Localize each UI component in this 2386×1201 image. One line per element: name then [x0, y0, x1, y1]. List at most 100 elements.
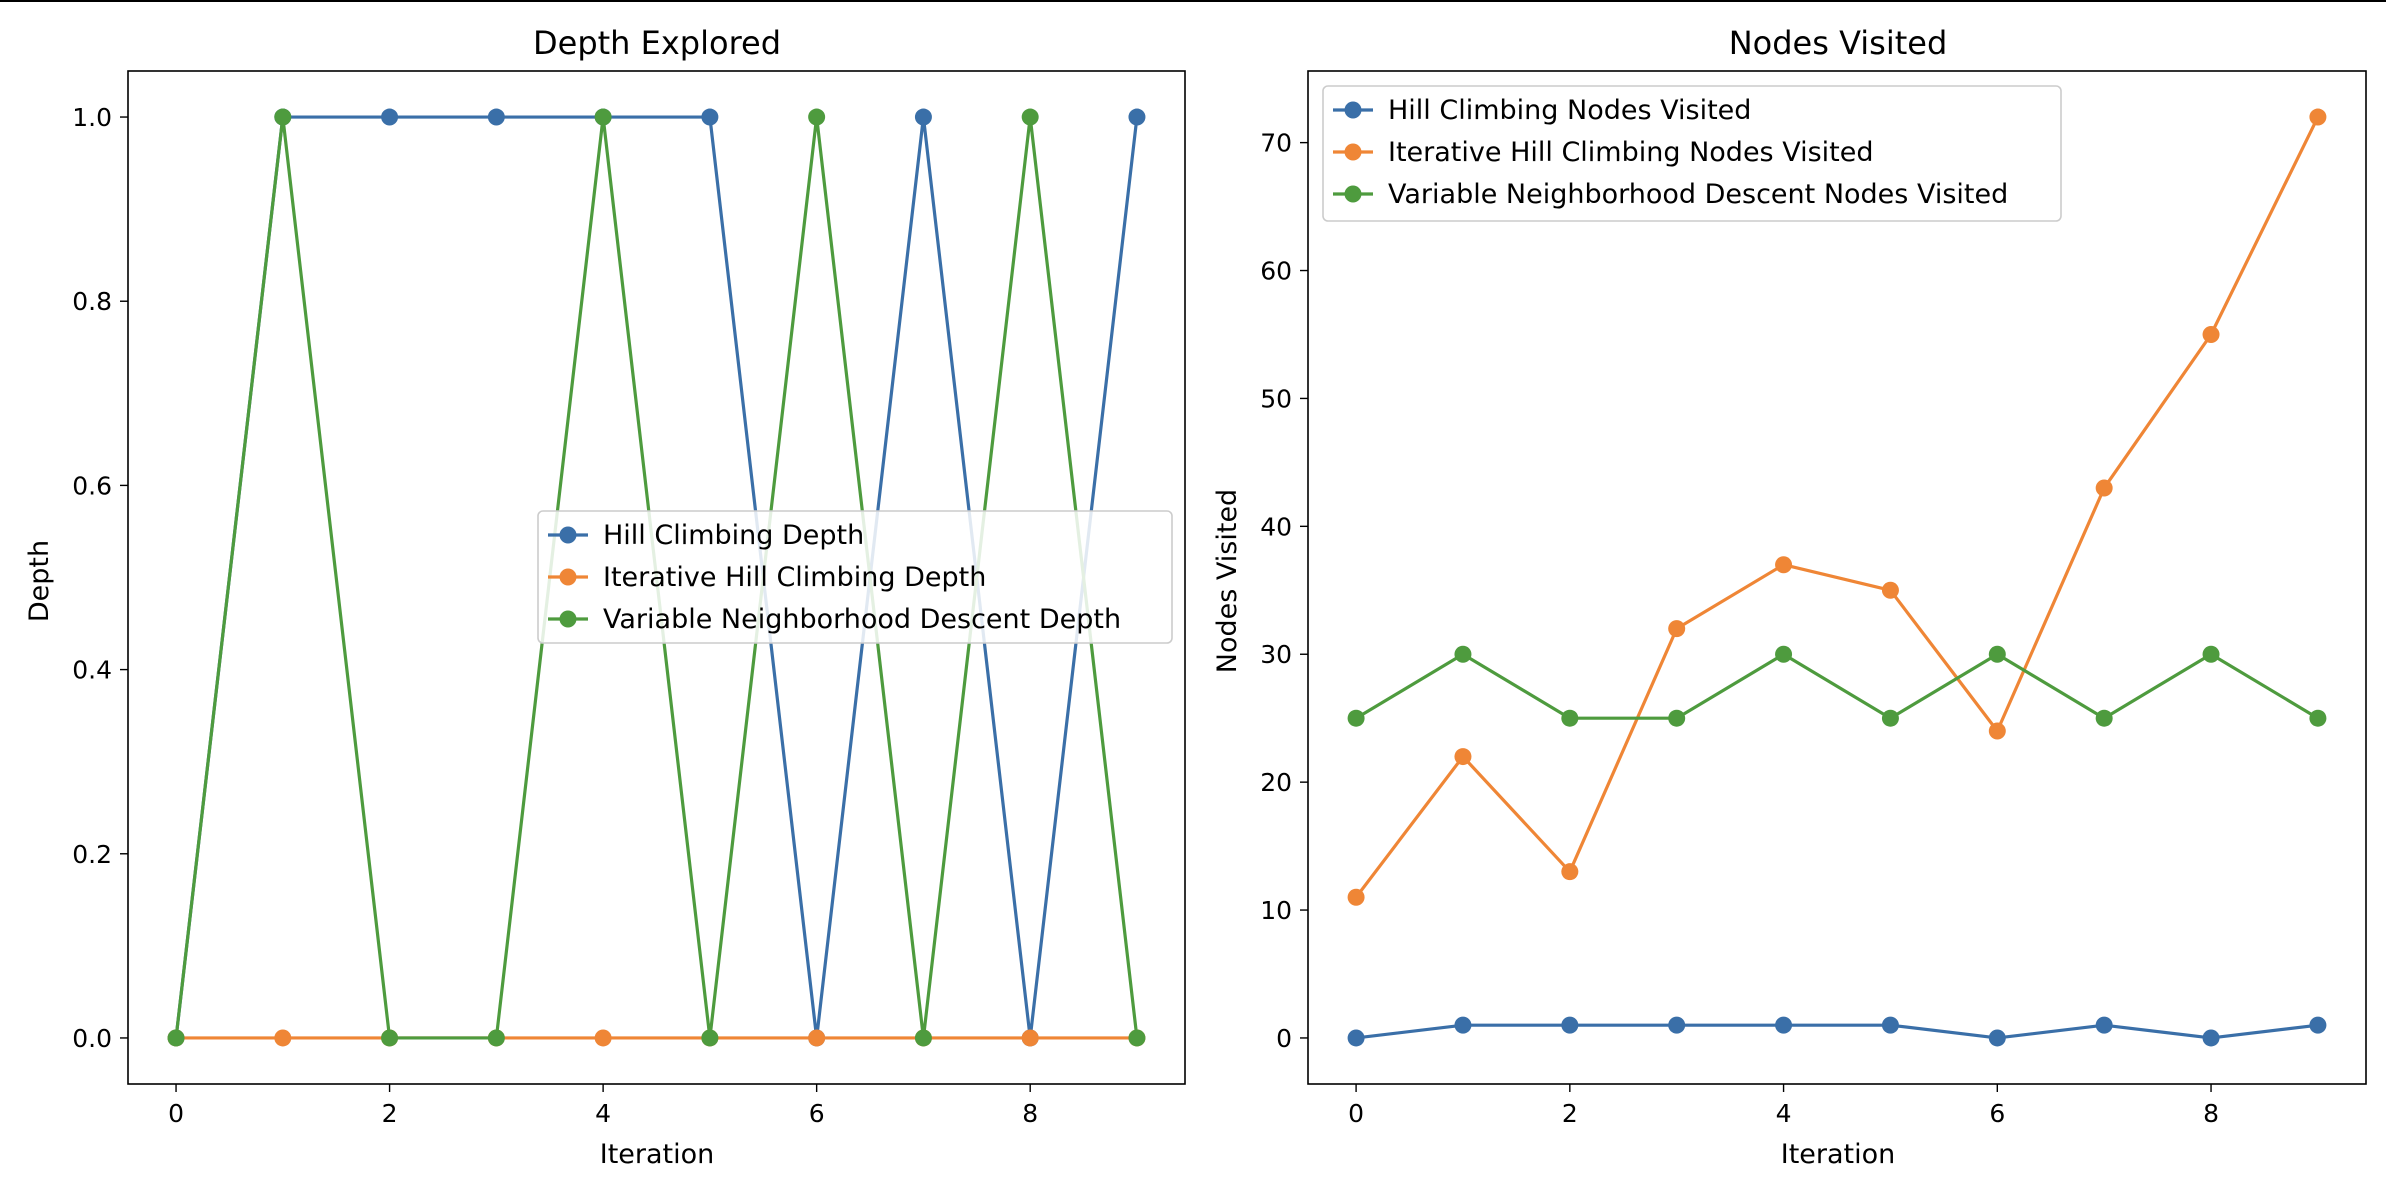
y-tick-label: 10 [1260, 896, 1292, 925]
depth-explored-panel: Depth Explored Iteration Depth 0 2 4 6 8 0.0 0… [24, 24, 1186, 1170]
data-point [1775, 645, 1793, 663]
data-point [1347, 1029, 1365, 1047]
x-tick-label: 2 [1562, 1099, 1578, 1128]
data-point [1454, 748, 1472, 766]
y-tick-label: 0.8 [72, 287, 112, 316]
legend-entry-label: Variable Neighborhood Descent Nodes Visi… [1388, 179, 2008, 210]
x-tick-label: 6 [809, 1099, 825, 1128]
x-tick-label: 0 [1348, 1099, 1364, 1128]
data-point [2202, 325, 2220, 343]
data-point [1988, 645, 2006, 663]
legend-swatch-marker [559, 568, 577, 586]
y-tick-label: 40 [1260, 512, 1292, 541]
plot-frame [127, 70, 1186, 1085]
y-tick-label: 0 [1276, 1024, 1292, 1053]
data-point [1454, 1016, 1472, 1034]
data-point [808, 1029, 826, 1047]
plot-frame [1307, 70, 2367, 1085]
data-point [2095, 1016, 2113, 1034]
data-point [1128, 108, 1146, 126]
data-point [594, 1029, 612, 1047]
legend: Hill Climbing Depth Iterative Hill Climbi… [537, 510, 1173, 644]
x-axis-label: Iteration [1781, 1139, 1896, 1170]
data-point [274, 1029, 292, 1047]
data-point [594, 108, 612, 126]
series-line-2 [1355, 652, 2319, 720]
data-point [381, 108, 399, 126]
y-tick-label: 50 [1260, 384, 1292, 413]
legend-swatch-marker [559, 526, 577, 544]
data-point [2202, 645, 2220, 663]
data-point [1668, 1016, 1686, 1034]
x-tick-label: 4 [595, 1099, 611, 1128]
data-point [381, 1029, 399, 1047]
x-tick-label: 6 [1989, 1099, 2005, 1128]
y-tick-label: 0.2 [72, 840, 112, 869]
legend-swatch-marker [1344, 101, 1362, 119]
data-point [1561, 1016, 1579, 1034]
x-tick-label: 8 [1022, 1099, 1038, 1128]
x-axis-label: Iteration [600, 1139, 715, 1170]
legend-entry-label: Hill Climbing Nodes Visited [1388, 95, 1751, 126]
data-point [2309, 709, 2327, 727]
data-point [1668, 620, 1686, 638]
data-point [487, 1029, 505, 1047]
data-point [1988, 722, 2006, 740]
data-point [1021, 108, 1039, 126]
legend-box [1322, 85, 2062, 222]
data-point [1021, 1029, 1039, 1047]
legend-entry-label: Hill Climbing Depth [603, 520, 864, 551]
legend-entry-label: Variable Neighborhood Descent Depth [603, 604, 1121, 635]
y-axis-label: Nodes Visited [1212, 489, 1243, 673]
data-point [701, 108, 719, 126]
legend-entry-label: Iterative Hill Climbing Depth [603, 562, 986, 593]
data-point [1881, 581, 1899, 599]
data-point [2095, 479, 2113, 497]
chart-title: Depth Explored [533, 24, 781, 62]
data-point [1128, 1029, 1146, 1047]
y-axis-label: Depth [24, 540, 55, 622]
legend-box [537, 510, 1173, 644]
data-point [1561, 863, 1579, 881]
legend-swatch-marker [1344, 185, 1362, 203]
y-tick-label: 0.6 [72, 471, 112, 500]
data-point [2095, 709, 2113, 727]
x-tick-label: 4 [1776, 1099, 1792, 1128]
data-point [1454, 645, 1472, 663]
data-point [2202, 1029, 2220, 1047]
data-point [701, 1029, 719, 1047]
legend-entry-label: Iterative Hill Climbing Nodes Visited [1388, 137, 1874, 168]
data-point [1881, 1016, 1899, 1034]
x-tick-label: 0 [168, 1099, 184, 1128]
data-point [274, 108, 292, 126]
y-tick-label: 0.4 [72, 656, 112, 685]
series-line-1 [1354, 116, 2320, 899]
y-tick-label: 60 [1260, 257, 1292, 286]
x-tick-label: 2 [382, 1099, 398, 1128]
data-point [487, 108, 505, 126]
y-tick-label: 20 [1260, 768, 1292, 797]
data-point [914, 1029, 932, 1047]
y-tick-label: 1.0 [72, 103, 112, 132]
y-tick-label: 70 [1260, 129, 1292, 158]
data-point [2309, 108, 2327, 126]
data-point [1347, 888, 1365, 906]
data-point [1775, 556, 1793, 574]
data-point [1668, 709, 1686, 727]
data-point [1775, 1016, 1793, 1034]
data-point [1988, 1029, 2006, 1047]
data-point [167, 1029, 185, 1047]
data-point [808, 108, 826, 126]
data-point [1881, 709, 1899, 727]
chart-title: Nodes Visited [1729, 24, 1948, 62]
y-tick-label: 30 [1260, 640, 1292, 669]
data-point [914, 108, 932, 126]
legend-swatch-marker [559, 610, 577, 628]
series-line-0 [1355, 1023, 2319, 1040]
data-point [1347, 709, 1365, 727]
legend: Hill Climbing Nodes Visited Iterative Hil… [1322, 85, 2062, 222]
data-point [1561, 709, 1579, 727]
y-tick-label: 0.0 [72, 1024, 112, 1053]
